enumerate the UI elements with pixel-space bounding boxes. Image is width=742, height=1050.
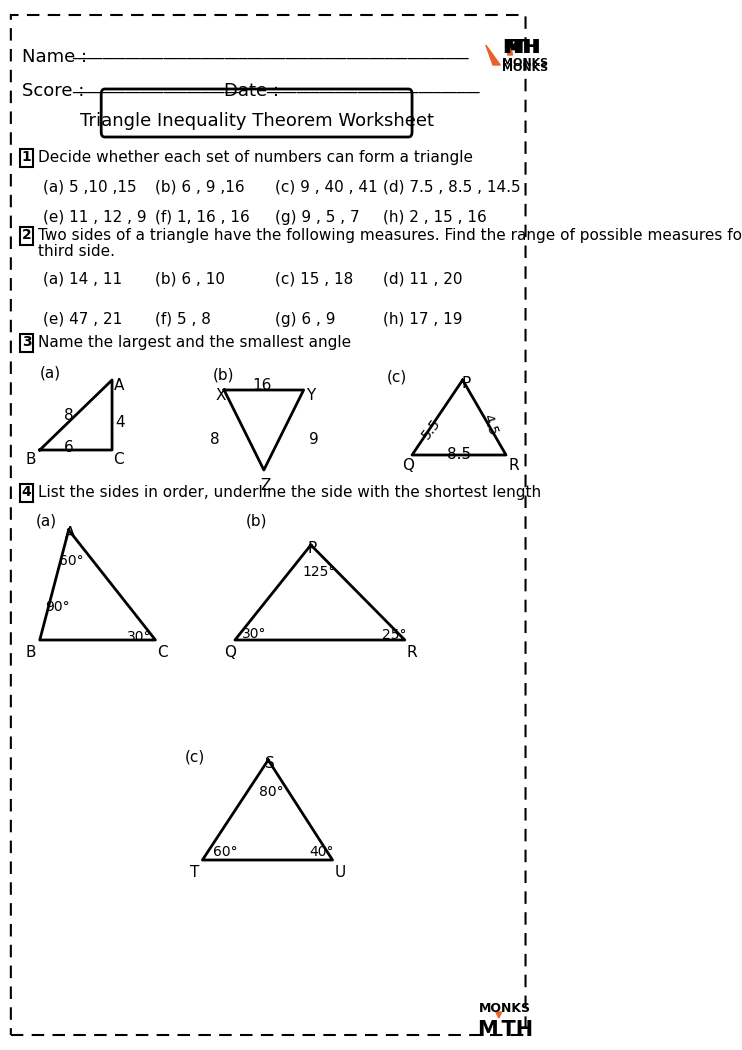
Text: X: X <box>215 388 226 403</box>
Text: 4: 4 <box>116 415 125 430</box>
FancyBboxPatch shape <box>101 89 412 136</box>
Text: A: A <box>114 378 124 393</box>
Text: A: A <box>65 526 76 541</box>
Text: B: B <box>25 645 36 660</box>
Text: R: R <box>508 458 519 472</box>
Text: MONKS: MONKS <box>502 58 548 68</box>
Text: (b): (b) <box>246 514 267 529</box>
Text: (b) 6 , 9 ,16: (b) 6 , 9 ,16 <box>155 180 245 195</box>
FancyBboxPatch shape <box>20 149 33 167</box>
Text: 3: 3 <box>22 335 32 349</box>
Text: (h) 17 , 19: (h) 17 , 19 <box>383 312 462 327</box>
Text: Decide whether each set of numbers can form a triangle: Decide whether each set of numbers can f… <box>38 150 473 165</box>
Text: 1: 1 <box>22 150 32 164</box>
Text: T: T <box>190 865 200 880</box>
Text: List the sides in order, underline the side with the shortest length: List the sides in order, underline the s… <box>38 485 541 500</box>
Text: Name :: Name : <box>22 48 87 66</box>
Text: (g) 9 , 5 , 7: (g) 9 , 5 , 7 <box>275 210 359 225</box>
FancyBboxPatch shape <box>20 334 33 352</box>
Text: 4.5: 4.5 <box>480 412 500 438</box>
Text: Y: Y <box>306 388 316 403</box>
Text: P: P <box>308 541 317 556</box>
Text: 8: 8 <box>210 432 219 447</box>
Text: 80°: 80° <box>259 785 283 799</box>
Text: 2: 2 <box>22 228 32 242</box>
Text: M: M <box>502 38 522 57</box>
Text: (g) 6 , 9: (g) 6 , 9 <box>275 312 335 327</box>
Text: Date :: Date : <box>224 82 279 100</box>
Text: Q: Q <box>402 458 414 472</box>
Text: TH: TH <box>487 1020 533 1040</box>
Text: MONKS: MONKS <box>502 63 548 74</box>
Text: 60°: 60° <box>213 845 238 859</box>
Text: C: C <box>157 645 168 660</box>
Text: (f) 1, 16 , 16: (f) 1, 16 , 16 <box>155 210 250 225</box>
Text: (c): (c) <box>387 370 407 385</box>
Text: M: M <box>477 1020 498 1040</box>
Text: P: P <box>462 376 470 391</box>
Text: 8.5: 8.5 <box>447 447 471 462</box>
Text: (h) 2 , 15 , 16: (h) 2 , 15 , 16 <box>383 210 487 225</box>
Text: Z: Z <box>260 478 271 493</box>
Text: B: B <box>25 452 36 467</box>
Text: 90°: 90° <box>45 600 70 614</box>
Polygon shape <box>486 45 500 65</box>
Text: (c) 9 , 40 , 41: (c) 9 , 40 , 41 <box>275 180 378 195</box>
Text: (c): (c) <box>184 750 205 765</box>
Text: ______________________: ______________________ <box>72 78 240 93</box>
Text: R: R <box>407 645 418 660</box>
Text: 5.5: 5.5 <box>419 416 444 442</box>
Text: third side.: third side. <box>38 244 114 259</box>
Text: (a): (a) <box>36 514 57 529</box>
Text: U: U <box>335 865 346 880</box>
Text: (c) 15 , 18: (c) 15 , 18 <box>275 272 353 287</box>
Text: Q: Q <box>224 645 236 660</box>
Text: 8: 8 <box>64 408 73 423</box>
Text: (a) 14 , 11: (a) 14 , 11 <box>43 272 122 287</box>
Text: S: S <box>266 756 275 771</box>
Text: 30°: 30° <box>126 630 151 644</box>
Text: 125°: 125° <box>302 565 335 579</box>
Text: 30°: 30° <box>242 627 266 640</box>
Text: (f) 5 , 8: (f) 5 , 8 <box>155 312 211 327</box>
Text: MONKS: MONKS <box>479 1002 531 1015</box>
Text: 40°: 40° <box>309 845 334 859</box>
Text: 6: 6 <box>64 440 73 455</box>
Text: (e) 47 , 21: (e) 47 , 21 <box>43 312 122 327</box>
FancyBboxPatch shape <box>20 227 33 245</box>
Text: TH: TH <box>512 38 542 57</box>
Text: Name the largest and the smallest angle: Name the largest and the smallest angle <box>38 335 351 350</box>
Text: Score :: Score : <box>22 82 84 100</box>
Text: (d) 7.5 , 8.5 , 14.5: (d) 7.5 , 8.5 , 14.5 <box>383 180 521 195</box>
Text: ____________________________: ____________________________ <box>266 78 479 93</box>
FancyBboxPatch shape <box>20 484 33 502</box>
Text: 16: 16 <box>252 378 272 393</box>
Text: M: M <box>505 38 524 57</box>
Text: Triangle Inequality Theorem Worksheet: Triangle Inequality Theorem Worksheet <box>79 112 433 130</box>
Text: (d) 11 , 20: (d) 11 , 20 <box>383 272 462 287</box>
Polygon shape <box>508 43 513 55</box>
Text: (b) 6 , 10: (b) 6 , 10 <box>155 272 226 287</box>
Text: 60°: 60° <box>59 554 84 568</box>
Text: (b): (b) <box>213 368 234 383</box>
Text: ____________________________________________________: ________________________________________… <box>72 44 469 59</box>
Text: TH: TH <box>510 38 540 57</box>
Text: C: C <box>114 452 124 467</box>
Text: (a): (a) <box>40 365 61 380</box>
Text: (a) 5 ,10 ,15: (a) 5 ,10 ,15 <box>43 180 137 195</box>
Polygon shape <box>496 1012 502 1018</box>
Text: Two sides of a triangle have the following measures. Find the range of possible : Two sides of a triangle have the followi… <box>38 228 742 243</box>
Text: 25°: 25° <box>381 628 406 642</box>
Text: 4: 4 <box>22 485 32 499</box>
Text: 9: 9 <box>309 432 319 447</box>
Text: (e) 11 , 12 , 9: (e) 11 , 12 , 9 <box>43 210 147 225</box>
